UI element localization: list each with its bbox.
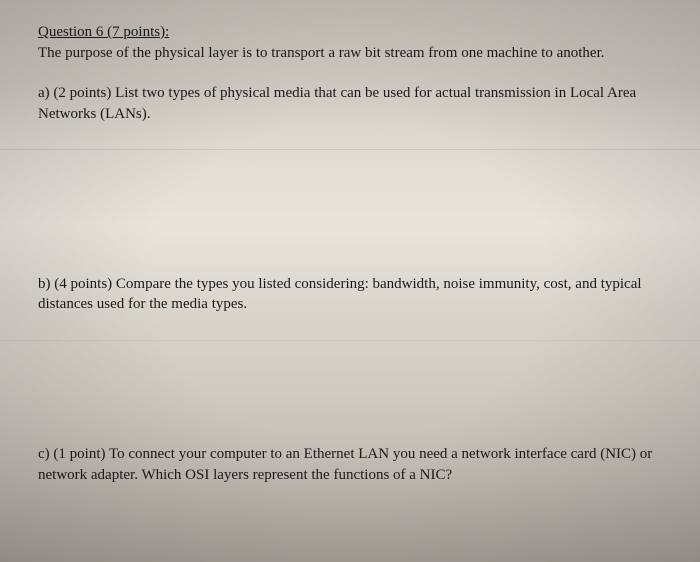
question-intro: The purpose of the physical layer is to … — [38, 43, 668, 63]
question-part-a: a) (2 points) List two types of physical… — [38, 83, 668, 124]
question-part-b: b) (4 points) Compare the types you list… — [38, 274, 668, 315]
question-header: Question 6 (7 points): — [38, 24, 668, 41]
paper-fold-shadow — [0, 149, 700, 150]
question-part-c: c) (1 point) To connect your computer to… — [38, 444, 668, 485]
paper-fold-shadow — [0, 340, 700, 341]
exam-page: Question 6 (7 points): The purpose of th… — [0, 0, 700, 509]
